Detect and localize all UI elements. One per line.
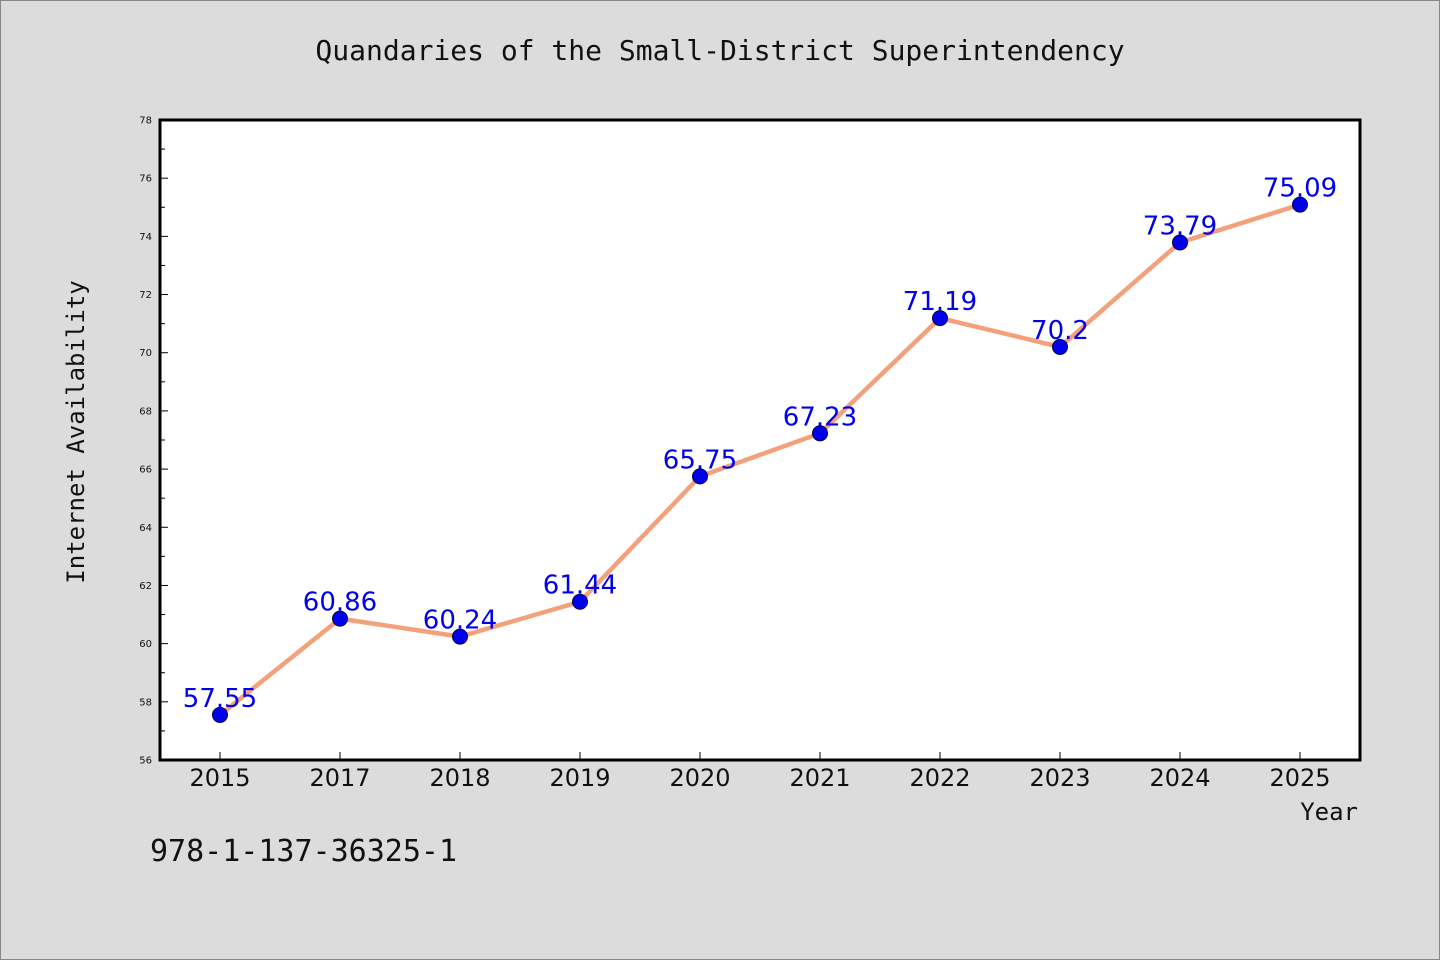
chart-title: Quandaries of the Small-District Superin…: [315, 34, 1125, 67]
x-axis: 2015 2017 2018 2019 2020 2021 2022 2023 2024 2025: [189, 752, 1331, 792]
x-tick-label: 2025: [1269, 764, 1330, 792]
data-label: 67.23: [783, 402, 857, 432]
x-tick-label: 2021: [789, 764, 850, 792]
y-tick-label: 60: [139, 639, 152, 650]
x-tick-label: 2024: [1149, 764, 1210, 792]
data-label: 71.19: [903, 287, 977, 317]
y-tick-label: 74: [139, 232, 152, 243]
y-tick-label: 72: [139, 290, 152, 301]
x-tick-label: 2022: [909, 764, 970, 792]
data-point: [932, 310, 948, 327]
data-label: 61.44: [543, 571, 617, 601]
data-point: [332, 610, 348, 627]
y-axis-label: Internet Availability: [62, 280, 90, 583]
x-axis-label: Year: [1300, 798, 1358, 826]
data-label: 60.86: [303, 588, 377, 618]
data-point: [1052, 338, 1068, 355]
data-point: [1172, 234, 1188, 251]
x-tick-label: 2017: [309, 764, 370, 792]
x-tick-label: 2018: [429, 764, 490, 792]
y-tick-label: 66: [139, 465, 152, 476]
x-tick-label: 2020: [669, 764, 730, 792]
y-tick-label: 78: [139, 116, 152, 127]
series-layer: 57.55 60.86 60.24 61.44 65.75 67.23 71.19 70.2 7…: [183, 174, 1337, 723]
data-point: [452, 628, 468, 645]
data-point: [572, 593, 588, 610]
data-label: 70.2: [1031, 316, 1089, 346]
data-label: 60.24: [423, 606, 497, 636]
data-point: [812, 425, 828, 442]
data-point: [1292, 196, 1308, 213]
x-tick-label: 2015: [189, 764, 250, 792]
y-tick-label: 68: [139, 406, 152, 417]
data-point: [212, 706, 228, 723]
data-label: 75.09: [1263, 174, 1337, 204]
plot-area: [158, 118, 1362, 762]
data-label: 57.55: [183, 684, 257, 714]
y-tick-label: 58: [139, 697, 152, 708]
isbn-text: 978-1-137-36325-1: [150, 834, 458, 869]
x-tick-label: 2023: [1029, 764, 1090, 792]
series-line: [218, 202, 1301, 717]
y-tick-label: 62: [139, 581, 152, 592]
y-axis: 56 58 60 62 64 66 68 70 72 74 76 78: [139, 116, 168, 767]
y-tick-label: 56: [139, 756, 152, 767]
y-tick-label: 76: [139, 174, 152, 185]
y-tick-label: 70: [139, 348, 152, 359]
data-point: [692, 468, 708, 485]
data-label: 65.75: [663, 445, 737, 475]
data-label: 73.79: [1143, 211, 1217, 241]
x-tick-label: 2019: [549, 764, 610, 792]
y-tick-label: 64: [139, 523, 152, 534]
